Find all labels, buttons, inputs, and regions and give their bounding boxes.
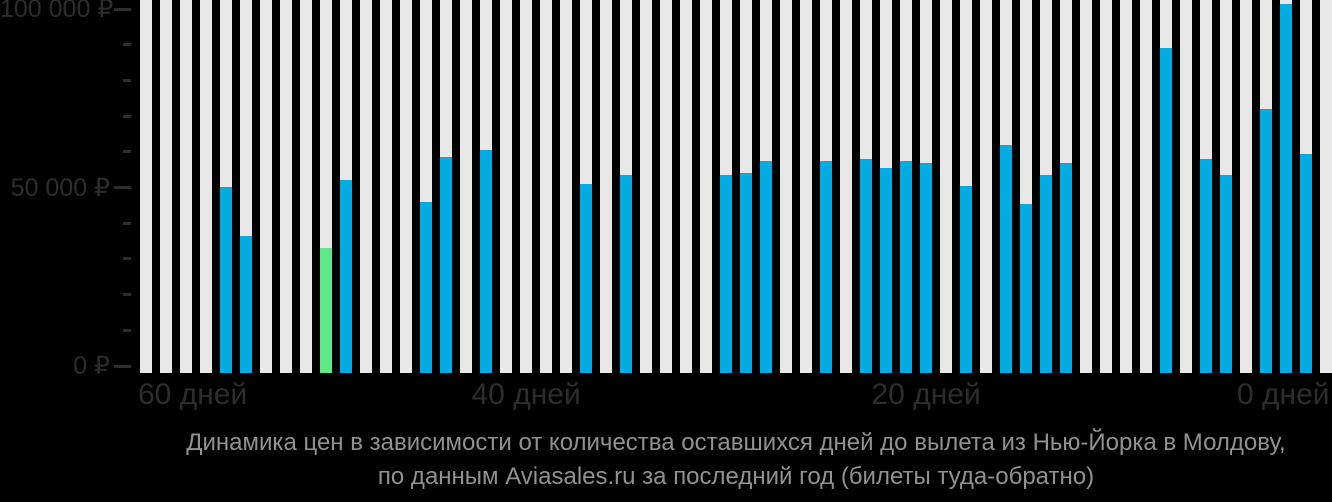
y-axis-minor-tick <box>123 221 131 225</box>
y-axis-minor-tick <box>123 114 131 118</box>
price-bar-day-1[interactable] <box>1300 154 1312 373</box>
bar-background <box>300 0 312 373</box>
bar-background <box>360 0 372 373</box>
bar-background <box>840 0 852 373</box>
x-axis-label: 60 дней <box>138 378 248 411</box>
bar-background <box>260 0 272 373</box>
y-axis-label: 50 000 ₽ <box>10 173 110 202</box>
y-axis-minor-tick <box>123 78 131 82</box>
price-bar-day-54[interactable] <box>240 236 252 373</box>
bar-background <box>380 0 392 373</box>
min-price-bar-day-50[interactable] <box>320 248 332 373</box>
bar-background <box>500 0 512 373</box>
price-bar-day-21[interactable] <box>900 161 912 373</box>
price-bar-day-14[interactable] <box>1040 175 1052 373</box>
price-bar-day-23[interactable] <box>860 159 872 373</box>
price-bar-day-15[interactable] <box>1020 204 1032 373</box>
y-axis-label: 0 ₽ <box>73 352 110 380</box>
price-bar-day-49[interactable] <box>340 180 352 373</box>
bar-background <box>140 0 152 373</box>
bar-background <box>400 0 412 373</box>
bar-background <box>280 0 292 373</box>
bar-background <box>660 0 672 373</box>
price-bar-day-18[interactable] <box>960 186 972 373</box>
bar-background <box>780 0 792 373</box>
bar-background <box>1320 0 1332 373</box>
bar-background <box>700 0 712 373</box>
price-bar-day-8[interactable] <box>1160 48 1172 373</box>
price-bar-day-30[interactable] <box>720 175 732 373</box>
bar-background <box>800 0 812 373</box>
x-axis-label: 0 дней <box>1237 378 1330 411</box>
price-bar-day-25[interactable] <box>820 161 832 373</box>
bar-background <box>520 0 532 373</box>
price-bar-day-5[interactable] <box>1220 175 1232 373</box>
price-bar-day-16[interactable] <box>1000 145 1012 373</box>
x-axis-label: 40 дней <box>471 378 581 411</box>
price-bar-day-13[interactable] <box>1060 163 1072 373</box>
bar-background <box>980 0 992 373</box>
bar-background <box>1100 0 1112 373</box>
bar-background <box>1120 0 1132 373</box>
bar-background <box>540 0 552 373</box>
price-bar-day-22[interactable] <box>880 168 892 373</box>
y-axis-minor-tick <box>123 257 131 261</box>
price-bar-day-55[interactable] <box>220 187 232 373</box>
bar-background <box>180 0 192 373</box>
price-bar-day-42[interactable] <box>480 150 492 373</box>
price-bar-day-3[interactable] <box>1260 109 1272 373</box>
bar-background <box>1140 0 1152 373</box>
y-axis-minor-tick <box>123 293 131 297</box>
price-bar-day-2[interactable] <box>1280 4 1292 373</box>
price-bar-day-35[interactable] <box>620 175 632 373</box>
y-axis-minor-tick <box>123 150 131 154</box>
y-axis-label: 100 000 ₽ <box>0 0 114 23</box>
x-axis-label: 20 дней <box>871 378 981 411</box>
price-bar-day-6[interactable] <box>1200 159 1212 373</box>
bar-background <box>460 0 472 373</box>
bar-background <box>1240 0 1252 373</box>
price-bar-day-37[interactable] <box>580 184 592 373</box>
bar-background <box>600 0 612 373</box>
price-bar-day-44[interactable] <box>440 157 452 373</box>
bar-background <box>680 0 692 373</box>
bar-background <box>560 0 572 373</box>
y-axis-minor-tick <box>123 43 131 47</box>
y-axis-minor-tick <box>123 328 131 332</box>
bar-background <box>160 0 172 373</box>
y-axis-major-tick <box>114 186 131 189</box>
chart-caption-line-2: по данным Aviasales.ru за последний год … <box>377 463 1095 490</box>
bar-background <box>640 0 652 373</box>
bar-background <box>200 0 212 373</box>
price-bar-day-29[interactable] <box>740 173 752 373</box>
bar-background <box>940 0 952 373</box>
y-axis-major-tick <box>114 364 131 368</box>
chart-caption-line-1: Динамика цен в зависимости от количества… <box>186 429 1286 456</box>
y-axis-major-tick <box>114 7 131 11</box>
price-bar-day-28[interactable] <box>760 161 772 373</box>
price-bar-day-45[interactable] <box>420 202 432 373</box>
price-bar-day-20[interactable] <box>920 163 932 373</box>
bar-background <box>1180 0 1192 373</box>
bar-background <box>1080 0 1092 373</box>
